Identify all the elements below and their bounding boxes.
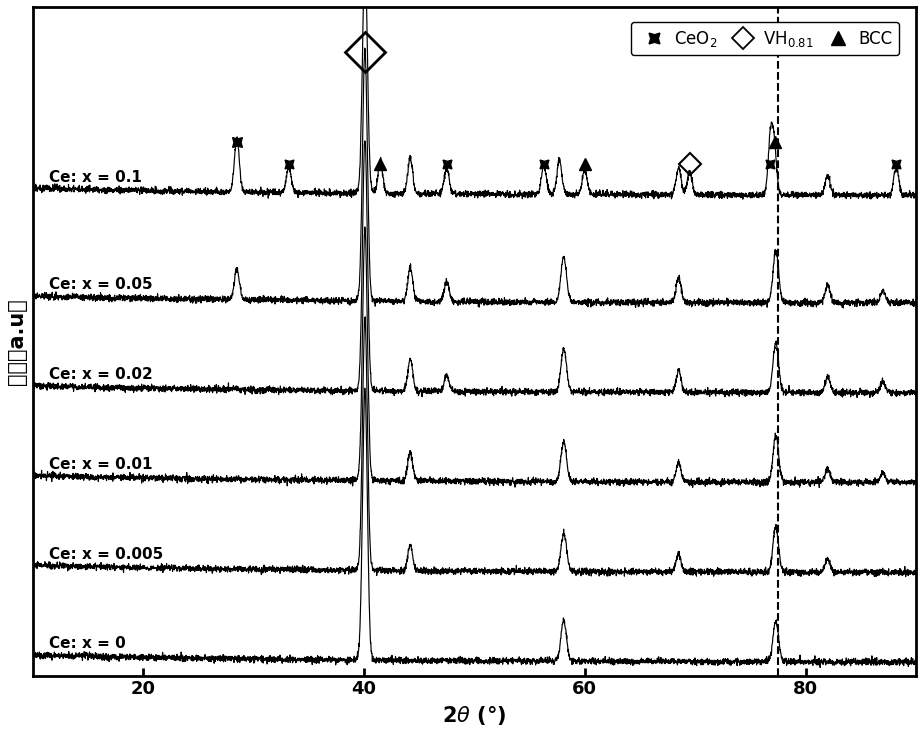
Text: Ce: x = 0.005: Ce: x = 0.005 xyxy=(49,547,163,562)
Text: Ce: x = 0: Ce: x = 0 xyxy=(49,636,126,651)
Text: Ce: x = 0.1: Ce: x = 0.1 xyxy=(49,170,142,185)
Y-axis label: 强度（a.u）: 强度（a.u） xyxy=(7,298,27,385)
Text: Ce: x = 0.05: Ce: x = 0.05 xyxy=(49,277,152,292)
X-axis label: 2$\theta$ (°): 2$\theta$ (°) xyxy=(442,704,507,727)
Text: Ce: x = 0.01: Ce: x = 0.01 xyxy=(49,457,152,472)
Text: Ce: x = 0.02: Ce: x = 0.02 xyxy=(49,367,153,382)
Legend: CeO$_2$, VH$_{0.81}$, BCC: CeO$_2$, VH$_{0.81}$, BCC xyxy=(630,22,899,55)
